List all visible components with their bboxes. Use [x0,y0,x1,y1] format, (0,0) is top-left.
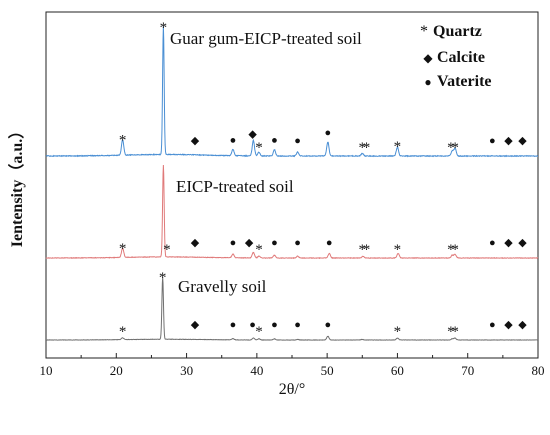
phase-marker-1-15: ◆ [504,237,513,249]
series-line-2 [45,277,539,341]
phase-marker-0-8: ● [325,127,332,139]
phase-marker-2-13: ◆ [504,319,513,331]
x-tick-label-70: 70 [461,363,474,378]
legend-label-2: Vaterite [437,73,492,90]
phase-marker-0-13: * [451,140,459,156]
series-label-2: Gravelly soil [178,277,267,296]
phase-marker-0-14: ● [489,135,496,147]
phase-marker-0-7: ● [294,135,301,147]
phase-marker-1-4: ◆ [245,237,254,249]
phase-marker-2-14: ◆ [518,319,527,331]
phase-marker-1-0: * [119,241,127,257]
phase-marker-2-8: ● [325,319,332,331]
phase-marker-2-12: ● [489,319,496,331]
legend-label-0: Quartz [433,23,482,40]
legend-symbol-0: * [420,23,428,40]
phase-marker-2-3: ● [230,319,237,331]
x-tick-label-10: 10 [40,363,53,378]
phase-marker-2-2: ◆ [191,319,200,331]
phase-marker-0-5: * [255,140,263,156]
phase-marker-1-9: * [359,242,367,258]
phase-marker-0-6: ● [271,135,278,147]
phase-marker-0-4: ◆ [248,128,257,140]
phase-marker-1-13: * [451,242,459,258]
phase-marker-0-0: * [119,133,127,149]
phase-marker-2-5: * [255,324,263,340]
phase-marker-0-1: * [160,20,168,36]
x-axis-label: 2θ/° [279,381,306,398]
phase-marker-2-10: * [447,324,455,340]
x-tick-label-60: 60 [391,363,404,378]
phase-marker-1-3: ● [230,237,237,249]
legend-symbol-2: ● [424,75,431,89]
phase-marker-0-10: * [363,140,371,156]
phase-marker-0-2: ◆ [191,135,200,147]
y-axis-label: Ientensity（a.u.） [8,123,26,247]
phase-marker-1-5: * [255,242,263,258]
phase-marker-1-11: * [394,242,402,258]
phase-marker-1-6: ● [271,237,278,249]
phase-marker-0-3: ● [230,135,237,147]
series-label-1: EICP-treated soil [176,177,294,196]
phase-marker-0-12: * [447,140,455,156]
phase-marker-1-10: * [363,242,371,258]
series-label-0: Guar gum-EICP-treated soil [170,29,362,48]
phase-marker-1-12: * [447,242,455,258]
phase-marker-2-7: ● [294,319,301,331]
legend-symbol-1: ◆ [423,51,433,65]
x-tick-label-80: 80 [532,363,545,378]
phase-marker-2-6: ● [271,319,278,331]
x-tick-label-20: 20 [110,363,123,378]
phase-marker-1-7: ● [294,237,301,249]
phase-marker-2-0: * [119,324,127,340]
legend-label-1: Calcite [437,49,485,66]
phase-marker-0-9: * [359,140,367,156]
phase-marker-2-9: * [394,324,402,340]
x-tick-label-50: 50 [321,363,334,378]
phase-marker-0-16: ◆ [518,135,527,147]
phase-marker-0-15: ◆ [504,135,513,147]
phase-marker-1-1: * [163,242,171,258]
phase-marker-2-1: * [159,270,167,286]
phase-marker-0-11: * [394,139,402,155]
x-tick-label-30: 30 [180,363,193,378]
series-line-1 [45,165,539,260]
phase-marker-1-2: ◆ [191,237,200,249]
phase-marker-2-4: ● [249,319,256,331]
phase-marker-2-11: * [451,324,459,340]
x-tick-label-40: 40 [250,363,263,378]
phase-marker-1-16: ◆ [518,237,527,249]
phase-marker-1-8: ● [326,237,333,249]
phase-marker-1-14: ● [489,237,496,249]
series-line-0 [45,26,539,158]
